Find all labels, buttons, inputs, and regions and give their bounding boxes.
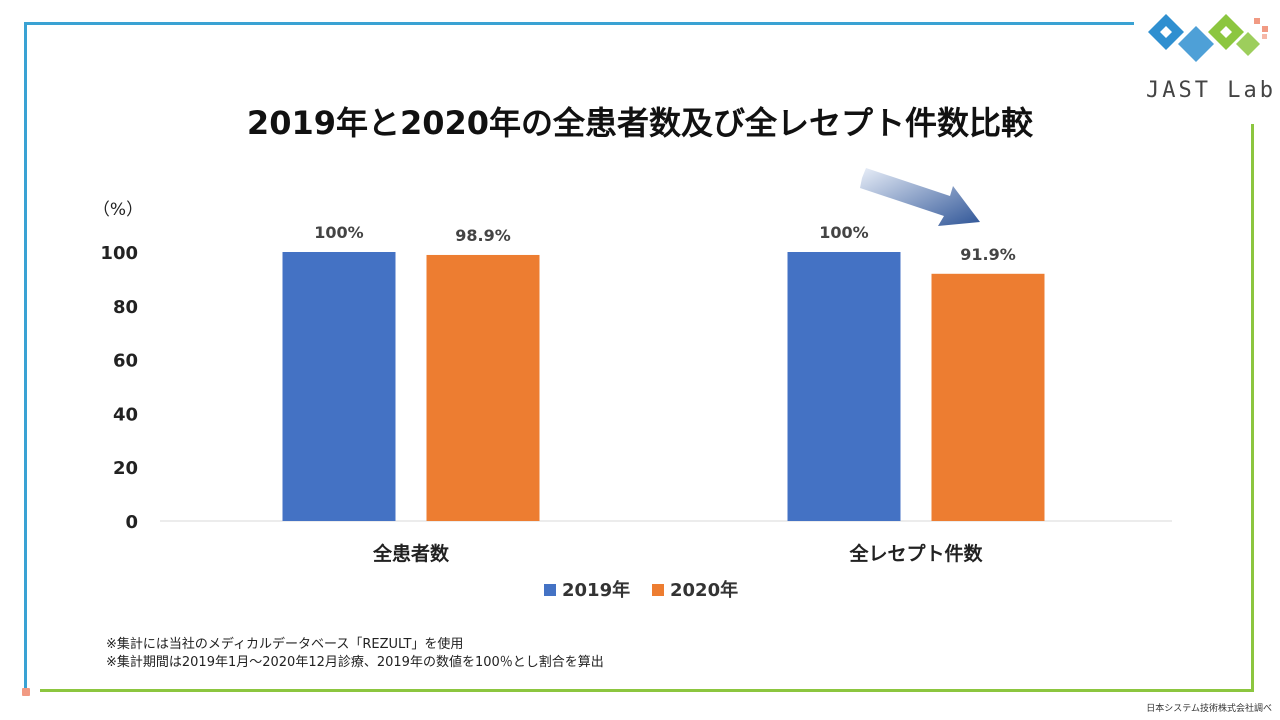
bar-1-1 xyxy=(282,252,396,521)
frame-bottom-border xyxy=(40,689,1254,692)
data-label: 98.9% xyxy=(455,226,511,245)
x-tick-label: 全患者数 xyxy=(372,542,450,565)
footnotes: ※集計には当社のメディカルデータベース「REZULT」を使用 ※集計期間は201… xyxy=(106,636,604,672)
frame-left-border xyxy=(24,22,27,690)
jast-lab-logo-icon xyxy=(1148,14,1268,62)
x-tick-label: 全レセプト件数 xyxy=(848,542,983,565)
y-axis-unit-label: （%） xyxy=(93,200,143,220)
credit-text: 日本システム技術株式会社調べ xyxy=(1146,704,1272,714)
data-label: 100% xyxy=(819,223,868,242)
emphasis-arrow-icon xyxy=(860,168,980,226)
y-tick-label: 100 xyxy=(100,243,138,264)
bar-2-1 xyxy=(426,254,540,522)
data-label: 100% xyxy=(314,223,363,242)
corner-dot xyxy=(22,688,30,696)
legend-label-2: 2020年 xyxy=(670,579,738,601)
bar-1-2 xyxy=(787,252,901,521)
frame-top-border xyxy=(24,22,1134,25)
bar-2-2 xyxy=(931,273,1045,521)
logo-text: JAST Lab xyxy=(1146,78,1276,103)
legend-swatch-2 xyxy=(652,584,664,596)
data-label: 91.9% xyxy=(960,245,1016,264)
y-tick-label: 40 xyxy=(113,404,138,425)
y-tick-label: 80 xyxy=(113,297,138,318)
y-tick-label: 20 xyxy=(113,458,138,479)
frame-right-border xyxy=(1251,124,1254,692)
y-tick-label: 0 xyxy=(125,512,138,533)
y-tick-label: 60 xyxy=(113,351,138,372)
footnote-1: ※集計には当社のメディカルデータベース「REZULT」を使用 xyxy=(106,637,464,652)
footnote-2: ※集計期間は2019年1月〜2020年12月診療、2019年の数値を100％とし… xyxy=(106,655,604,670)
legend-swatch-1 xyxy=(544,584,556,596)
legend-label-1: 2019年 xyxy=(562,579,630,601)
page-title: 2019年と2020年の全患者数及び全レセプト件数比較 xyxy=(246,104,1034,142)
